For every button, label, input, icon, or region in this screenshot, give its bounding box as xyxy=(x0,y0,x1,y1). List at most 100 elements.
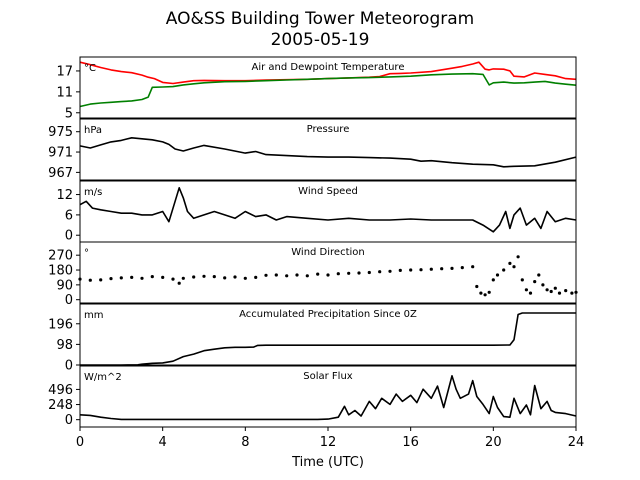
data-point xyxy=(347,271,351,275)
y-tick-label: 971 xyxy=(48,146,73,161)
data-point xyxy=(233,275,237,279)
data-point xyxy=(537,273,541,277)
data-point xyxy=(520,278,524,282)
x-tick-label: 16 xyxy=(402,435,419,450)
panel-5: 0 98 196 mm Accumulated Precipitation Since … xyxy=(48,303,577,374)
data-point xyxy=(570,291,574,295)
data-point xyxy=(119,276,123,280)
panel-unit-label: m/s xyxy=(84,187,102,198)
data-point xyxy=(88,278,92,282)
panel-frame xyxy=(79,56,577,119)
y-tick-label: 12 xyxy=(56,188,73,203)
data-point xyxy=(388,269,392,273)
data-point xyxy=(516,255,520,259)
panel-title: Pressure xyxy=(307,124,350,135)
data-point xyxy=(192,275,196,279)
data-point xyxy=(491,278,495,282)
data-point xyxy=(475,284,479,289)
data-point xyxy=(549,289,553,294)
x-axis: 0 4 8 12 16 20 24 xyxy=(76,427,584,450)
data-point xyxy=(557,291,562,295)
data-point xyxy=(564,289,568,293)
data-point xyxy=(336,272,340,276)
data-point xyxy=(316,272,320,276)
y-tick-label: 975 xyxy=(48,125,73,140)
data-point xyxy=(285,274,289,278)
panel-unit-label: hPa xyxy=(84,125,102,136)
panels: 5 11 17 °C Air and Dewpoint Temperature 967 97… xyxy=(48,56,578,428)
panel-frame xyxy=(79,241,577,304)
data-point xyxy=(479,291,483,295)
data-point xyxy=(305,274,309,278)
data-point xyxy=(274,273,278,277)
panel-1: 5 11 17 °C Air and Dewpoint Temperature xyxy=(56,56,577,121)
x-tick-label: 20 xyxy=(485,435,502,450)
y-tick-label: 180 xyxy=(48,264,73,279)
data-point xyxy=(202,274,206,278)
data-point xyxy=(450,266,454,270)
series-line-2 xyxy=(79,72,577,108)
data-point xyxy=(541,283,545,287)
data-point xyxy=(181,276,185,280)
data-point xyxy=(212,275,216,279)
data-point xyxy=(545,288,549,292)
data-point xyxy=(487,290,491,294)
data-point xyxy=(533,280,537,284)
data-point xyxy=(471,265,475,269)
x-tick-label: 8 xyxy=(241,435,249,450)
data-point xyxy=(171,277,175,281)
panel-title: Solar Flux xyxy=(303,371,353,382)
data-point xyxy=(429,267,433,271)
data-point xyxy=(419,268,423,272)
data-point xyxy=(378,270,382,274)
data-point xyxy=(440,267,444,271)
data-point xyxy=(357,271,361,275)
panel-unit-label: °C xyxy=(84,63,96,74)
data-point xyxy=(409,268,413,272)
y-tick-label: 967 xyxy=(48,166,73,181)
data-point xyxy=(326,273,330,277)
y-tick-label: 196 xyxy=(48,317,73,332)
data-point xyxy=(177,281,181,285)
series-line-1 xyxy=(79,187,577,233)
series-line-1 xyxy=(80,312,576,366)
y-tick-label: 98 xyxy=(56,338,73,353)
panel-title: Accumulated Precipitation Since 0Z xyxy=(239,309,417,320)
data-point xyxy=(243,276,247,280)
data-point xyxy=(254,275,258,279)
y-tick-label: 248 xyxy=(48,398,73,413)
data-point xyxy=(512,265,516,269)
y-tick-label: 17 xyxy=(56,64,73,79)
chart-subtitle: 2005-05-19 xyxy=(271,30,370,50)
data-point xyxy=(508,261,512,265)
panel-frame xyxy=(79,303,577,366)
data-point xyxy=(460,266,464,270)
data-point xyxy=(150,275,154,279)
y-tick-label: 496 xyxy=(48,383,73,398)
data-point xyxy=(109,277,113,281)
x-tick-label: 24 xyxy=(568,435,585,450)
y-tick-label: 0 xyxy=(65,293,73,308)
panel-title: Wind Speed xyxy=(298,186,358,197)
y-tick-label: 270 xyxy=(48,249,73,264)
data-point xyxy=(483,293,487,297)
series-line-1 xyxy=(79,137,577,168)
panel-unit-label: ° xyxy=(84,248,89,259)
data-point xyxy=(502,268,506,272)
panel-title: Air and Dewpoint Temperature xyxy=(252,62,405,73)
panel-frame xyxy=(79,118,577,181)
y-tick-label: 6 xyxy=(65,208,73,223)
chart-title: AO&SS Building Tower Meteorogram xyxy=(166,9,474,29)
x-axis-label: Time (UTC) xyxy=(291,455,364,470)
panel-unit-label: W/m^2 xyxy=(84,372,122,383)
data-point xyxy=(161,275,165,279)
data-point xyxy=(367,270,371,275)
data-point xyxy=(528,291,533,295)
panel-title: Wind Direction xyxy=(291,247,365,258)
data-point xyxy=(223,276,227,280)
data-point xyxy=(398,268,402,272)
y-tick-label: 5 xyxy=(65,106,73,121)
panel-2: 967 971 975 hPa Pressure xyxy=(48,118,577,181)
